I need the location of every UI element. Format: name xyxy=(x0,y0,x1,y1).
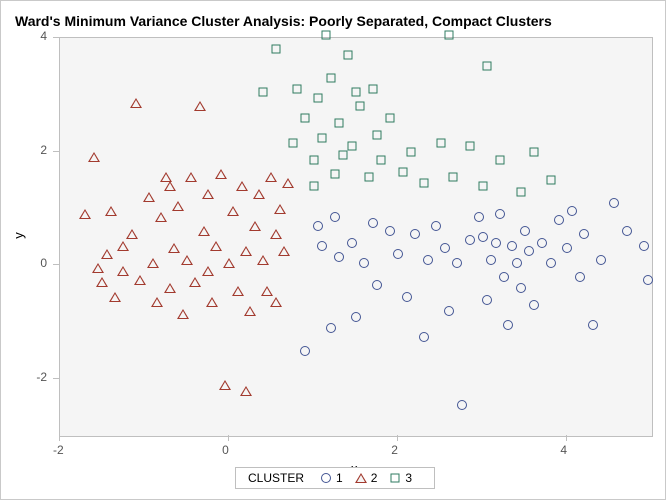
x-tick xyxy=(59,435,60,441)
legend: CLUSTER 1 2 3 xyxy=(235,467,435,489)
legend-title: CLUSTER xyxy=(248,471,304,485)
y-axis-label: y xyxy=(11,232,26,239)
x-tick-label: 0 xyxy=(222,443,229,457)
x-tick xyxy=(566,435,567,441)
y-tick-label: 4 xyxy=(40,29,47,43)
square-icon xyxy=(389,472,401,484)
legend-item-label: 3 xyxy=(405,471,412,485)
chart-title: Ward's Minimum Variance Cluster Analysis… xyxy=(15,13,552,29)
y-tick xyxy=(53,378,59,379)
y-tick-label: 2 xyxy=(40,143,47,157)
x-tick xyxy=(228,435,229,441)
legend-item-label: 1 xyxy=(336,471,343,485)
y-tick xyxy=(53,264,59,265)
chart-frame: Ward's Minimum Variance Cluster Analysis… xyxy=(0,0,666,500)
y-tick xyxy=(53,151,59,152)
data-point xyxy=(391,474,400,483)
y-tick-label: -2 xyxy=(36,370,47,384)
x-tick-label: 2 xyxy=(391,443,398,457)
circle-icon xyxy=(320,472,332,484)
x-tick-label: -2 xyxy=(53,443,64,457)
y-tick-label: 0 xyxy=(40,256,47,270)
legend-item: 3 xyxy=(389,471,412,485)
plot-area xyxy=(59,37,653,437)
legend-item: 2 xyxy=(355,471,378,485)
triangle-icon xyxy=(355,472,367,484)
data-point xyxy=(321,473,331,483)
plot-background xyxy=(60,38,652,436)
legend-item: 1 xyxy=(320,471,343,485)
x-tick xyxy=(397,435,398,441)
y-tick xyxy=(53,37,59,38)
legend-item-label: 2 xyxy=(371,471,378,485)
x-tick-label: 4 xyxy=(560,443,567,457)
